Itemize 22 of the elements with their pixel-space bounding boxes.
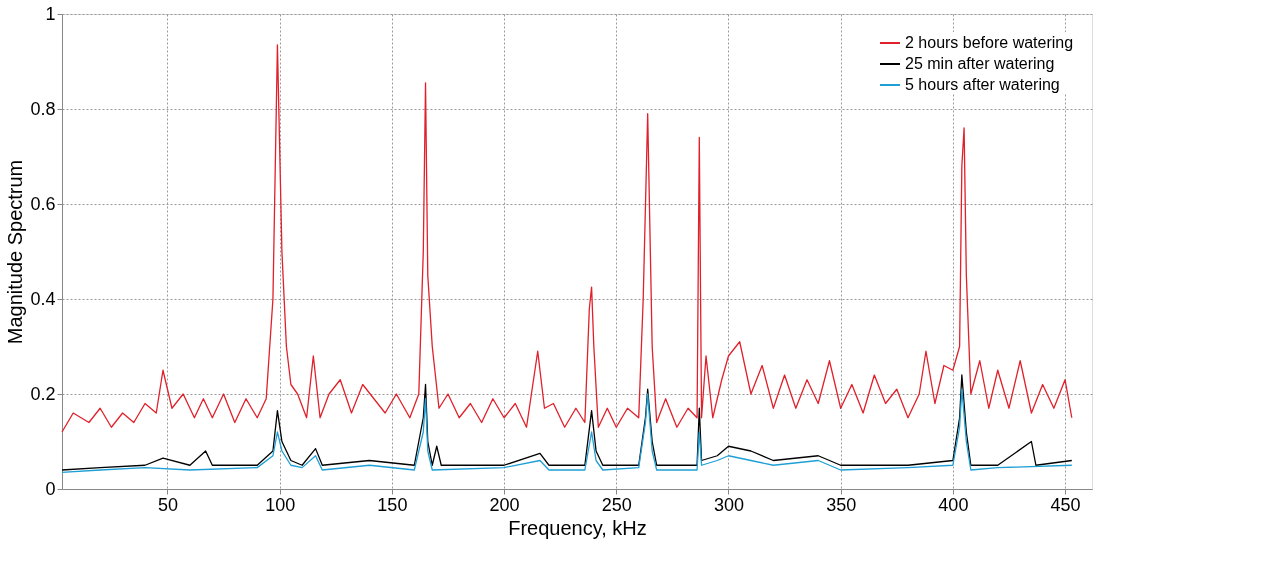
x-tick-label: 300 xyxy=(713,494,744,515)
x-tick-label: 200 xyxy=(489,494,520,515)
line-series xyxy=(61,388,1073,474)
line-series xyxy=(61,374,1073,471)
y-tick-label: 1 xyxy=(45,3,56,24)
x-tick-label: 100 xyxy=(265,494,296,515)
y-tick-label: 0.2 xyxy=(30,383,56,404)
x-tick-label: 350 xyxy=(826,494,857,515)
y-tick-label: 0 xyxy=(45,478,56,499)
x-tick-label: 450 xyxy=(1050,494,1081,515)
x-tick-label: 50 xyxy=(157,494,178,515)
x-tick-label: 250 xyxy=(601,494,632,515)
legend-label: 2 hours before watering xyxy=(905,34,1074,51)
y-tick-label: 0.8 xyxy=(30,98,56,119)
y-tick-label: 0.6 xyxy=(30,193,56,214)
legend-label: 5 hours after watering xyxy=(905,76,1060,93)
y-tick-label: 0.4 xyxy=(30,288,56,309)
legend-label: 25 min after watering xyxy=(905,55,1055,72)
y-axis-title: Magnitude Spectrum xyxy=(4,159,27,345)
x-tick-label: 400 xyxy=(938,494,969,515)
x-tick-label: 150 xyxy=(377,494,408,515)
x-axis-title: Frequency, kHz xyxy=(508,516,647,539)
